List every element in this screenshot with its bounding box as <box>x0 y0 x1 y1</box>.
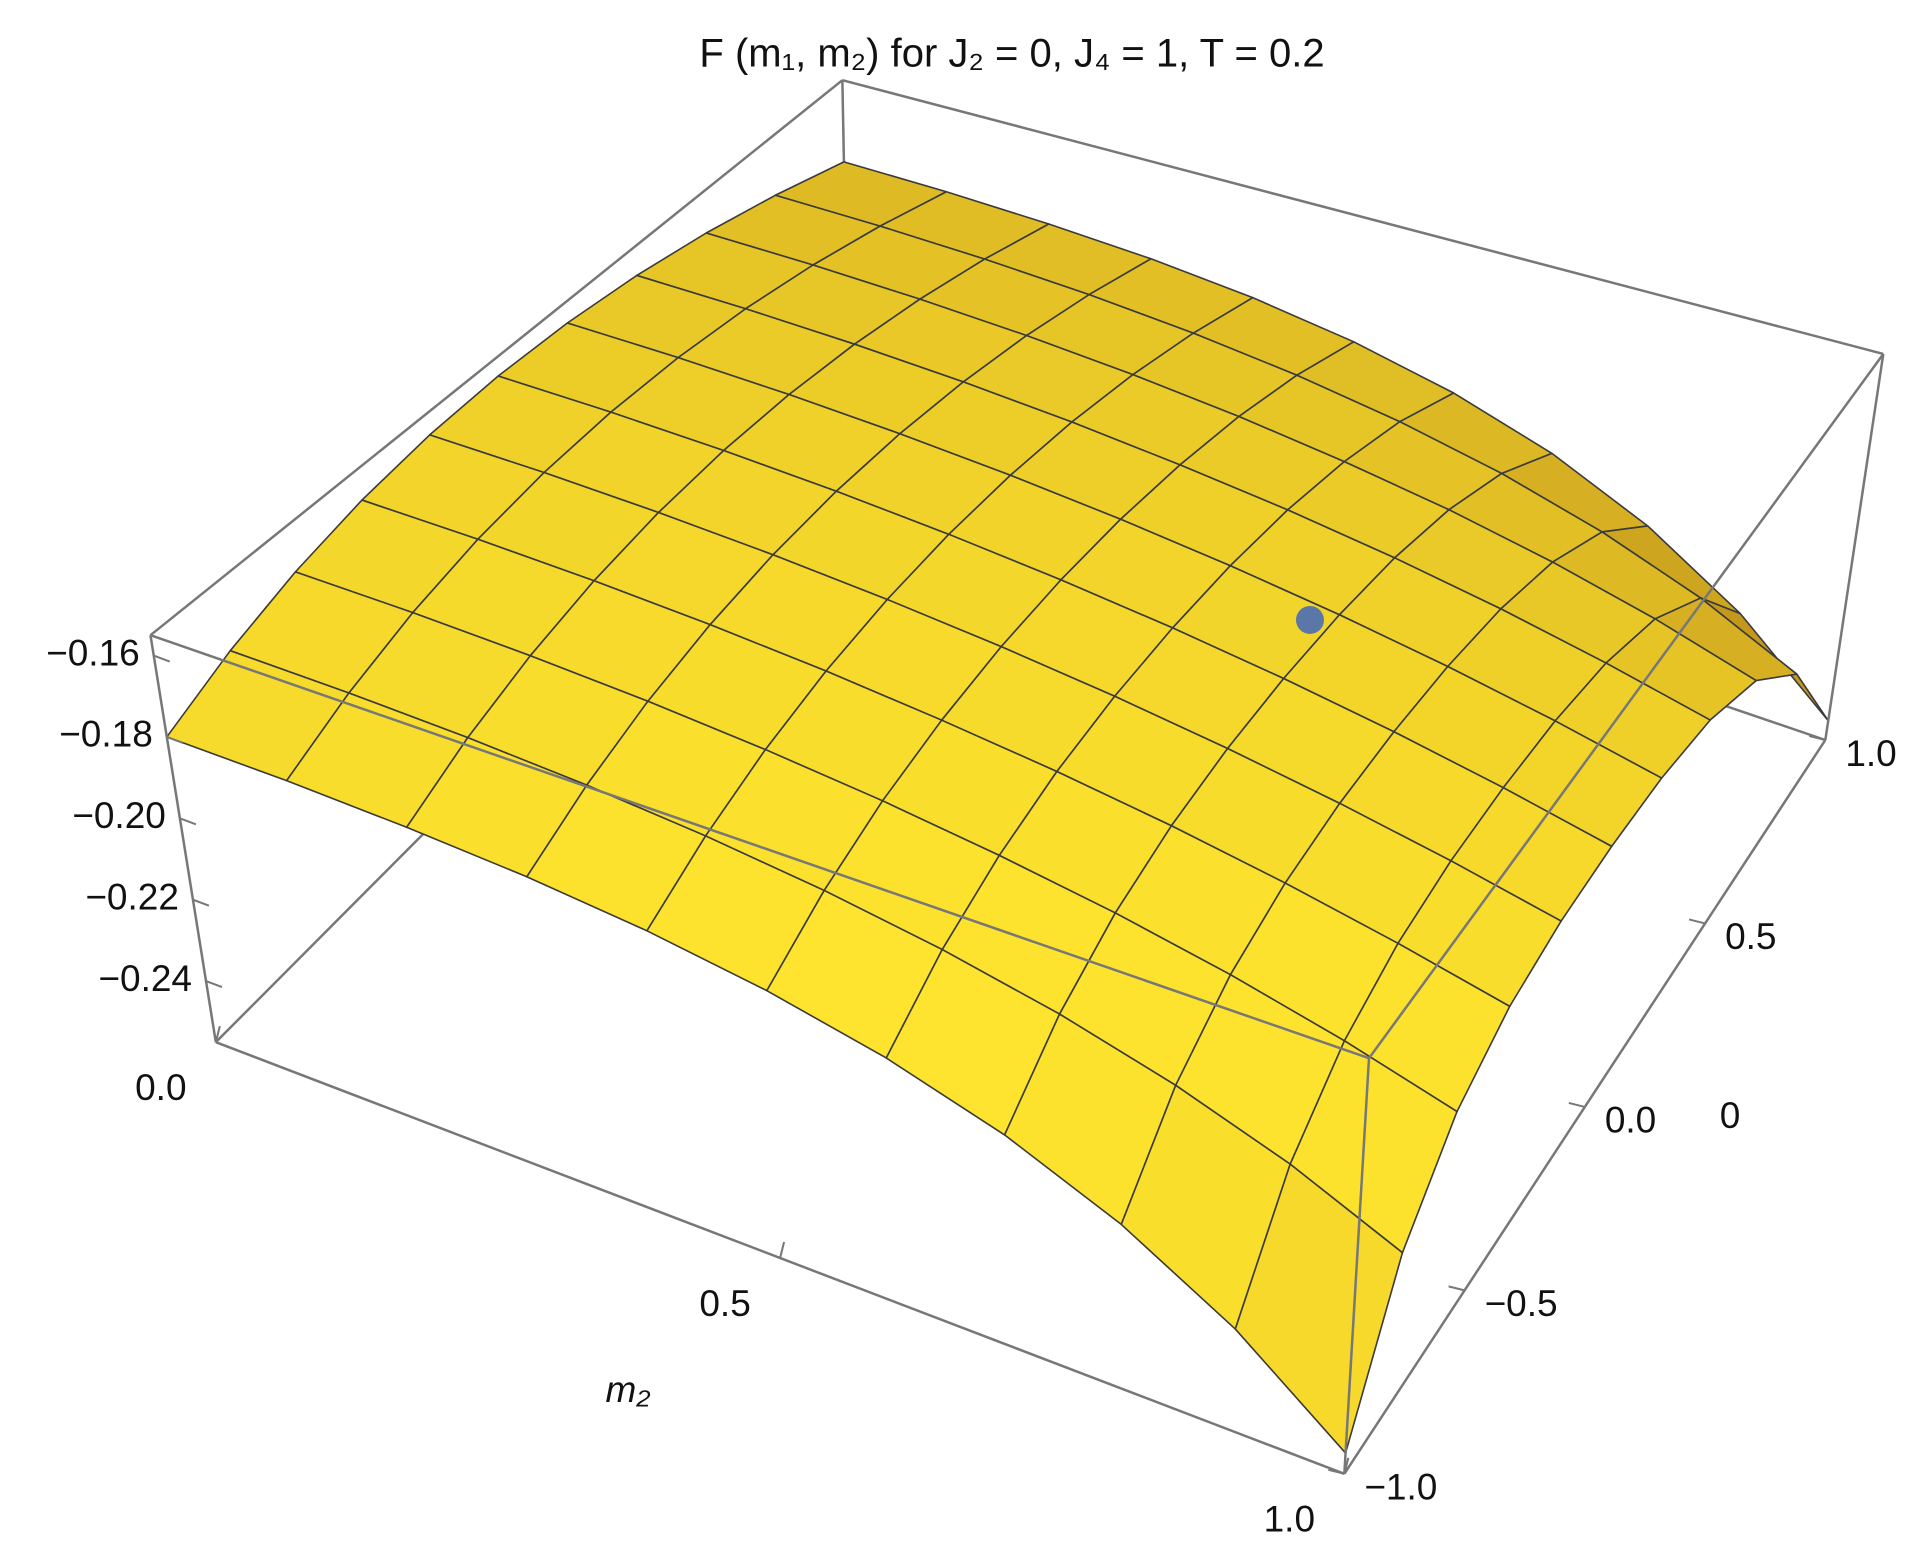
z-tick-label: −0.20 <box>72 795 166 836</box>
axis-annotation: 0 <box>1720 1095 1741 1136</box>
y-tick <box>1448 1285 1465 1292</box>
z-tick-label: −0.22 <box>85 876 179 917</box>
z-tick <box>205 980 223 989</box>
box-edge <box>1343 739 1827 1475</box>
z-tick <box>153 654 171 663</box>
box-edge <box>842 78 1884 356</box>
minimum-point <box>1295 605 1324 634</box>
y-tick <box>1568 1101 1586 1108</box>
box-edge <box>1343 1058 1371 1474</box>
box-edge <box>1367 353 1885 1059</box>
z-tick <box>179 817 197 826</box>
y-tick <box>1688 918 1706 925</box>
x-tick-label: 0.0 <box>135 1067 186 1108</box>
y-tick <box>1809 735 1826 741</box>
z-tick-label: −0.18 <box>59 714 153 755</box>
box-edge <box>149 634 218 1043</box>
chart-title: F (m₁, m₂) for J₂ = 0, J₄ = 1, T = 0.2 <box>699 32 1324 76</box>
surface <box>166 161 1830 1454</box>
z-tick-label: −0.16 <box>46 632 140 673</box>
x-tick <box>214 1025 221 1043</box>
y-tick-label: −1.0 <box>1364 1467 1437 1508</box>
box-edge <box>149 79 844 637</box>
box-edge <box>150 633 1370 1060</box>
x-tick-label: 0.5 <box>699 1283 750 1324</box>
z-tick-label: −0.24 <box>98 958 192 999</box>
y-tick-label: −0.5 <box>1485 1283 1558 1324</box>
y-tick-label: 1.0 <box>1845 733 1896 774</box>
x-tick-label: 1.0 <box>1264 1499 1315 1540</box>
x-tick <box>1343 1457 1350 1475</box>
y-tick-label: 0.5 <box>1725 916 1776 957</box>
z-tick <box>192 898 210 907</box>
surface-patch <box>1234 1163 1404 1454</box>
y-tick-label: 0.0 <box>1605 1100 1656 1141</box>
y-tick <box>1328 1468 1345 1475</box>
x-tick <box>779 1241 786 1259</box>
x-axis-label: m₂ <box>606 1369 651 1410</box>
box-edge <box>1824 353 1885 741</box>
z-tick <box>166 735 184 744</box>
